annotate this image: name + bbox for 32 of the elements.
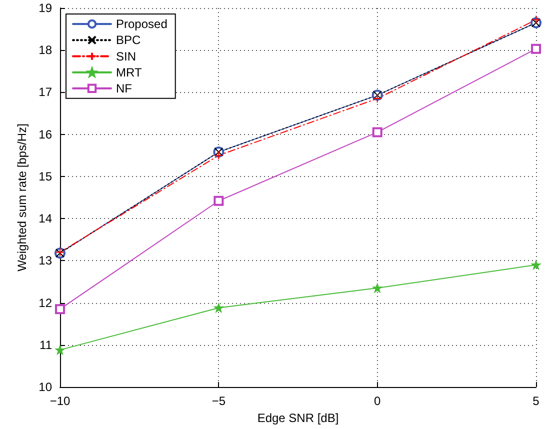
- y-tick-label: 16: [38, 127, 52, 142]
- legend-label: SIN: [116, 49, 136, 64]
- legend-label: Proposed: [116, 17, 168, 31]
- point: [214, 303, 224, 312]
- point: [531, 44, 541, 54]
- y-axis-title: Weighted sum rate [bps/Hz]: [14, 124, 29, 272]
- point: [56, 345, 64, 354]
- y-tick-label: 12: [38, 296, 52, 310]
- point: [532, 260, 540, 270]
- legend-label: BPC: [116, 33, 142, 48]
- legend-label: MRT: [116, 65, 142, 80]
- y-tick-label: 11: [40, 338, 52, 352]
- y-tick-label: 10: [38, 380, 52, 394]
- point: [372, 94, 382, 104]
- y-tick-label: 14: [38, 212, 52, 226]
- point: [214, 150, 224, 160]
- x-tick-label: −5: [212, 394, 226, 408]
- point: [55, 304, 65, 314]
- y-tick-label: 15: [38, 169, 52, 184]
- point: [214, 196, 224, 206]
- y-tick-label: 17: [38, 85, 52, 100]
- point: [372, 284, 382, 293]
- x-axis-title: Edge SNR [dB]: [257, 410, 339, 425]
- point: [372, 127, 382, 138]
- y-tick-label: 13: [38, 254, 52, 268]
- point: [532, 15, 540, 24]
- y-tick-label: 18: [38, 43, 52, 58]
- x-tick-label: −10: [50, 394, 70, 408]
- x-tick-label: 5: [532, 394, 540, 408]
- x-tick-label: 0: [374, 394, 381, 408]
- legend-label: NF: [116, 81, 132, 96]
- y-tick-label: 19: [38, 1, 52, 15]
